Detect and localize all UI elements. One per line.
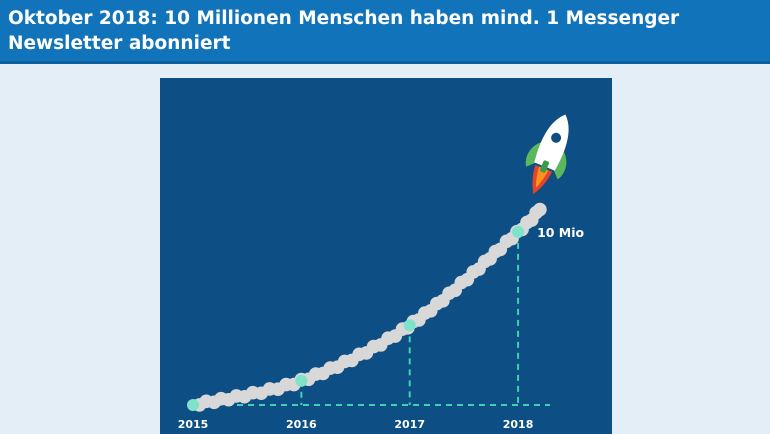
growth-chart: 2015 2016 2017 2018 10 Mio	[178, 114, 585, 431]
growth-trail	[192, 202, 547, 412]
tick-label-2016: 2016	[286, 418, 317, 431]
data-markers	[187, 225, 525, 411]
tick-label-2018: 2018	[503, 418, 534, 431]
data-point-2016	[295, 374, 308, 387]
rocket-icon	[525, 114, 569, 195]
data-point-2015	[187, 399, 199, 411]
data-point-2018	[512, 225, 525, 238]
page-header: Oktober 2018: 10 Millionen Menschen habe…	[0, 0, 770, 64]
page-title: Oktober 2018: 10 Millionen Menschen habe…	[8, 8, 680, 54]
tick-labels: 2015 2016 2017 2018	[178, 418, 534, 431]
annotations: 10 Mio	[537, 225, 584, 240]
data-point-2017	[403, 319, 416, 332]
tick-label-2015: 2015	[178, 418, 209, 431]
rocket-window	[551, 132, 562, 143]
trail-puff	[533, 202, 547, 217]
chart-panel: 2015 2016 2017 2018 10 Mio	[160, 78, 612, 434]
annotation-label: 10 Mio	[537, 225, 584, 240]
rocket-group	[525, 114, 569, 195]
rocket-fin-left	[525, 142, 543, 167]
rocket-body	[534, 114, 569, 171]
rocket-fin-right	[553, 150, 567, 180]
rocket-nozzle	[540, 160, 549, 173]
tick-label-2017: 2017	[394, 418, 425, 431]
